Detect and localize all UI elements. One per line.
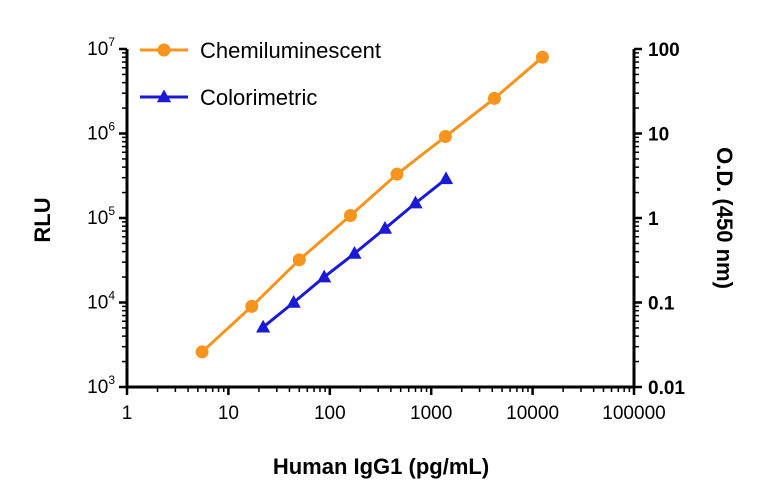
data-point-chemiluminescent xyxy=(292,253,306,267)
series-line-chemiluminescent xyxy=(201,56,544,354)
data-point-chemiluminescent xyxy=(343,209,357,223)
data-point-colorimetric xyxy=(317,269,332,283)
x-tick-label: 1 xyxy=(122,403,133,424)
x-tick-label: 10000 xyxy=(506,403,559,424)
legend-label-colorimetric: Colorimetric xyxy=(200,85,317,110)
data-point-colorimetric xyxy=(347,246,362,259)
marks-group xyxy=(195,50,549,359)
data-point-chemiluminescent xyxy=(438,130,452,144)
x-tick-label: 100 xyxy=(314,403,346,424)
legend-marker-chemiluminescent xyxy=(157,43,171,57)
x-tick-label: 100000 xyxy=(602,403,665,424)
data-point-colorimetric xyxy=(286,295,301,308)
data-point-chemiluminescent xyxy=(535,50,549,64)
y-right-tick-label: 10 xyxy=(648,125,669,146)
legend-marker-colorimetric xyxy=(156,89,172,103)
y-axis-left-label: RLU xyxy=(30,197,55,242)
legend-label-chemiluminescent: Chemiluminescent xyxy=(200,38,381,63)
legend: Chemiluminescent Colorimetric xyxy=(140,38,381,110)
y-right-tick-label: 0.1 xyxy=(648,294,675,315)
data-point-chemiluminescent xyxy=(390,167,404,181)
y-left-tick-label: 106 xyxy=(87,120,115,145)
data-point-chemiluminescent xyxy=(487,91,501,105)
x-tick-label: 1000 xyxy=(410,403,452,424)
y-axis-right-label: O.D. (450 nm) xyxy=(712,147,737,289)
data-point-colorimetric xyxy=(408,195,423,209)
x-axis-label: Human IgG1 (pg/mL) xyxy=(273,454,489,479)
y-right-tick-label: 0.01 xyxy=(648,378,685,399)
data-point-chemiluminescent xyxy=(195,345,209,359)
x-tick-label: 10 xyxy=(218,403,239,424)
y-right-tick-label: 1 xyxy=(648,209,659,230)
data-point-colorimetric xyxy=(377,221,393,234)
y-right-tick-label: 100 xyxy=(648,40,680,61)
axes-group: 1 10 100 1000 10000 100000 103 104 105 106 107 0.01… xyxy=(87,35,685,424)
data-point-colorimetric xyxy=(255,319,271,333)
data-point-chemiluminescent xyxy=(245,299,259,313)
y-left-tick-label: 107 xyxy=(87,35,115,60)
data-point-colorimetric xyxy=(438,171,454,185)
y-left-tick-label: 104 xyxy=(87,289,115,314)
y-left-tick-label: 103 xyxy=(87,373,115,398)
y-left-tick-label: 105 xyxy=(87,204,115,229)
